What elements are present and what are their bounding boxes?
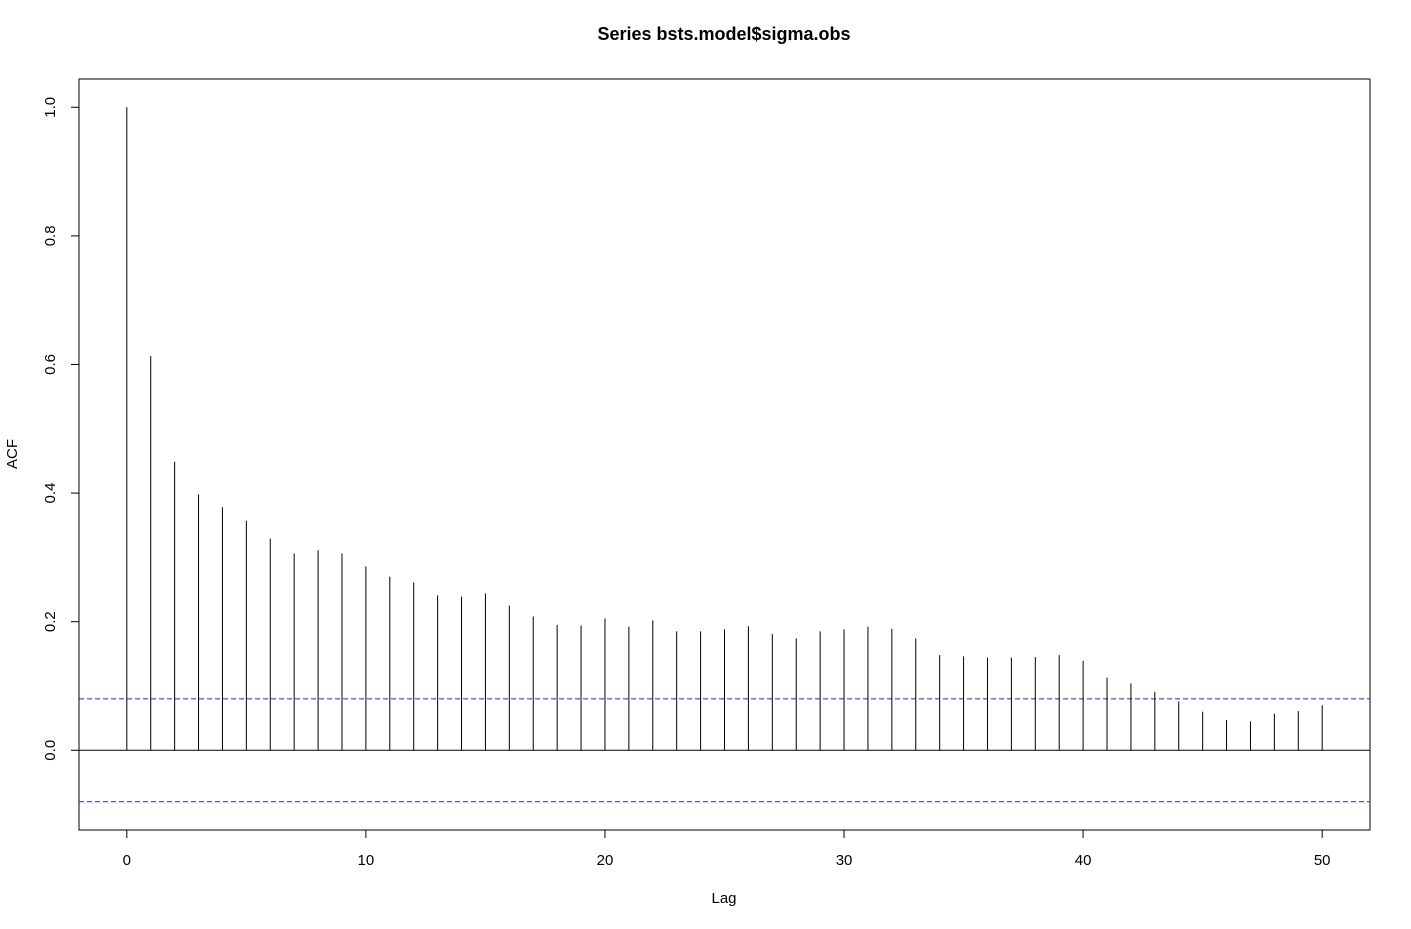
y-axis-label: ACF xyxy=(4,439,21,469)
x-tick-label-40: 40 xyxy=(1075,852,1092,869)
x-axis-label: Lag xyxy=(711,890,736,907)
y-tick-label-3: 0.6 xyxy=(42,354,59,375)
x-tick-label-50: 50 xyxy=(1314,852,1331,869)
x-tick-label-10: 10 xyxy=(358,852,375,869)
x-tick-label-0: 0 xyxy=(123,852,131,869)
y-tick-label-0: 0.0 xyxy=(42,740,59,761)
x-axis: 0 10 20 30 40 50 xyxy=(123,829,1331,869)
y-tick-label-2: 0.4 xyxy=(42,483,59,504)
y-tick-label-1: 0.2 xyxy=(42,611,59,632)
chart-title: Series bsts.model$sigma.obs xyxy=(597,24,850,44)
y-tick-label-4: 0.8 xyxy=(42,225,59,246)
y-tick-label-5: 1.0 xyxy=(42,97,59,118)
x-tick-label-20: 20 xyxy=(597,852,614,869)
y-axis: 0.0 0.2 0.4 0.6 0.8 1.0 xyxy=(42,97,80,761)
x-tick-label-30: 30 xyxy=(836,852,853,869)
acf-bars xyxy=(126,107,1323,751)
